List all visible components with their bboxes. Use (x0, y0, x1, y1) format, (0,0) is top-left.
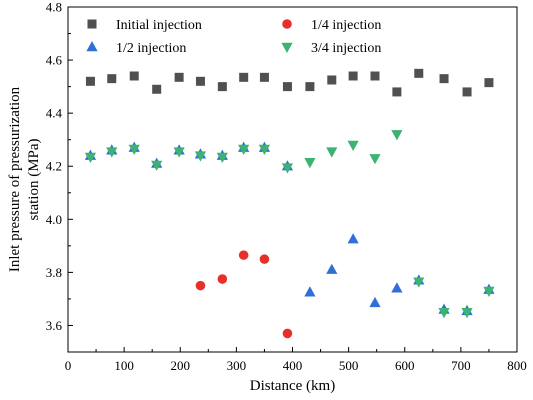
data-point (195, 280, 206, 291)
data-point (216, 152, 228, 163)
legend-label: Initial injection (116, 18, 202, 33)
legend: Initial injection 1/4 injection 1/2 inject… (86, 18, 381, 56)
data-point (152, 84, 162, 94)
data-point (304, 158, 316, 169)
data-point (414, 68, 424, 78)
data-point (239, 72, 249, 82)
data-point (347, 233, 359, 244)
data-point (326, 147, 338, 158)
data-point (194, 151, 207, 162)
x-tick-label: 400 (283, 358, 303, 373)
data-point (128, 144, 140, 155)
data-point (281, 163, 294, 174)
legend-marker (281, 42, 293, 53)
data-point (461, 307, 473, 319)
y-tick-label: 4.6 (46, 53, 63, 68)
x-tick-label: 200 (171, 358, 191, 373)
data-point (392, 87, 402, 97)
x-tick-label: 0 (65, 358, 72, 373)
legend-label: 3/4 injection (311, 41, 381, 56)
x-tick-label: 100 (114, 358, 134, 373)
data-point (282, 82, 292, 92)
data-point (151, 160, 163, 171)
data-point (107, 74, 117, 84)
data-point (85, 76, 95, 86)
data-point (84, 152, 97, 163)
data-point (217, 82, 227, 92)
plot-frame (67, 6, 518, 353)
data-point (282, 328, 293, 339)
y-axis-title: Inlet pressure of pressurization station … (7, 86, 42, 272)
x-axis-title: Distance (km) (250, 378, 335, 394)
data-point (173, 147, 185, 158)
y-tick-label: 3.6 (46, 318, 63, 333)
x-tick-label: 600 (395, 358, 415, 373)
data-point (439, 74, 449, 84)
data-point (129, 71, 139, 81)
legend-marker (282, 19, 292, 29)
data-point (238, 144, 250, 155)
data-point (413, 277, 425, 288)
data-point (391, 130, 403, 141)
data-point (369, 296, 381, 308)
data-point (305, 82, 315, 92)
data-point (217, 274, 228, 284)
data-point (174, 72, 184, 82)
data-point (326, 263, 338, 274)
data-point (348, 71, 358, 81)
data-points (84, 68, 495, 339)
data-point (195, 76, 205, 86)
data-point (484, 78, 494, 88)
legend-label: 1/2 injection (116, 41, 186, 56)
y-tick-label: 4.2 (46, 159, 62, 174)
data-point (347, 140, 359, 151)
y-tick-label: 4.0 (46, 212, 62, 227)
data-point (369, 154, 381, 165)
data-point (238, 250, 249, 260)
x-tick-label: 300 (227, 358, 247, 373)
y-tick-label: 3.8 (46, 265, 62, 280)
y-tick-label: 4.8 (46, 0, 62, 15)
legend-marker (87, 19, 97, 29)
x-tick-label: 700 (451, 358, 471, 373)
x-tick-label: 800 (507, 358, 527, 373)
data-point (370, 71, 380, 81)
data-point (304, 286, 316, 297)
data-point (106, 147, 118, 158)
x-tick-label: 500 (339, 358, 359, 373)
data-point (483, 286, 495, 297)
data-point (327, 75, 337, 85)
data-point (391, 282, 403, 293)
legend-marker (86, 41, 98, 52)
data-point (438, 307, 450, 319)
y-axis-title-line2: station (MPa) (26, 138, 42, 220)
y-tick-label: 4.4 (46, 106, 63, 121)
axis-ticks: 0 100 200 300 400 500 600 700 800 3.6 3.8 4.0 4.2 4.4… (46, 0, 527, 373)
data-point (258, 144, 271, 155)
legend-label: 1/4 injection (311, 18, 381, 33)
data-point (259, 72, 269, 82)
y-axis-title-line1: Inlet pressure of pressurization (7, 86, 23, 272)
data-point (259, 254, 270, 264)
data-point (462, 87, 472, 97)
